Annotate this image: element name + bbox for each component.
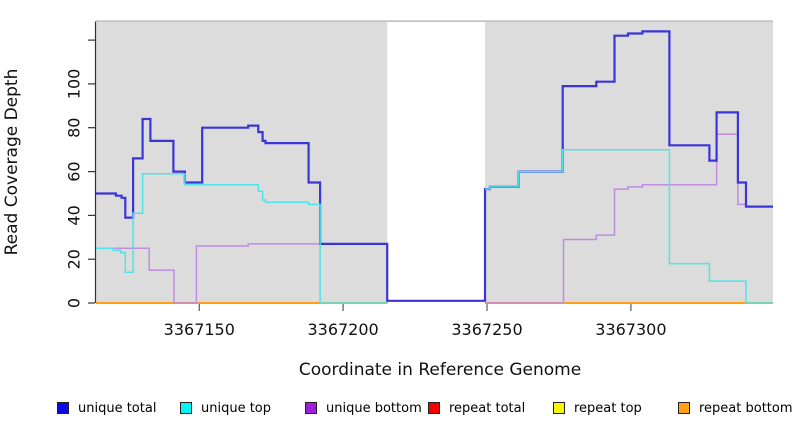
masked-region	[387, 22, 485, 303]
legend-label: unique bottom	[326, 400, 422, 416]
x-axis-title: Coordinate in Reference Genome	[299, 360, 581, 380]
chart-layer: 0 20 40 60 80 100 3367150 3367200 3367250 3367300	[65, 20, 773, 339]
legend-item-unique-bottom: unique bottom	[305, 398, 422, 418]
x-tick-label: 3367300	[595, 320, 666, 339]
y-tick-label: 80	[65, 118, 84, 138]
legend-label: unique total	[78, 400, 157, 416]
legend: unique total unique top unique bottom repea…	[0, 398, 792, 420]
legend-label: unique top	[201, 400, 272, 416]
y-tick-label: 40	[65, 205, 84, 225]
series-line-unique-bottom	[485, 133, 773, 304]
y-tick-label: 60	[65, 161, 84, 181]
x-tick-label: 3367250	[451, 320, 522, 339]
y-tick-label: 0	[65, 298, 84, 308]
legend-item-repeat-top: repeat top	[553, 398, 642, 418]
legend-item-unique-total: unique total	[57, 398, 156, 418]
legend-swatch-unique-bottom	[305, 402, 317, 414]
legend-item-repeat-total: repeat total	[428, 398, 525, 418]
legend-swatch-repeat-total	[428, 402, 440, 414]
legend-swatch-repeat-top	[553, 402, 565, 414]
legend-label: repeat total	[449, 400, 526, 416]
series-line-unique-top	[485, 148, 773, 304]
y-axis-title: Read Coverage Depth	[2, 69, 22, 256]
series-line-unique-top	[96, 173, 388, 304]
legend-item-repeat-bottom: repeat bottom	[678, 398, 792, 418]
legend-swatch-unique-top	[180, 402, 192, 414]
legend-label: repeat bottom	[699, 400, 792, 416]
legend-item-unique-top: unique top	[180, 398, 271, 418]
x-tick-label: 3367200	[307, 320, 378, 339]
legend-label: repeat top	[574, 400, 642, 416]
y-tick-label: 100	[65, 69, 84, 100]
x-tick-label: 3367150	[164, 320, 235, 339]
y-tick-label: 20	[65, 249, 84, 269]
series-line-unique-bottom	[96, 243, 388, 304]
legend-swatch-unique-total	[57, 402, 69, 414]
legend-swatch-repeat-bottom	[678, 402, 690, 414]
